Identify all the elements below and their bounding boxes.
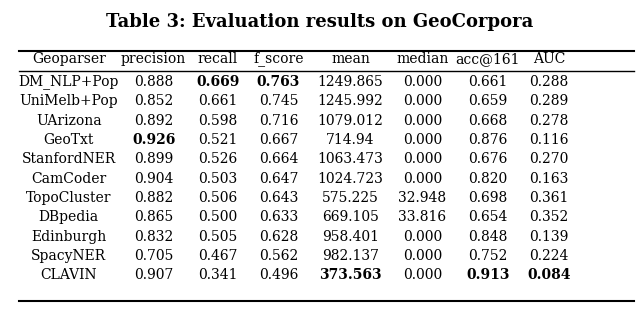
Text: 0.000: 0.000 — [403, 75, 442, 89]
Text: AUC: AUC — [532, 52, 565, 66]
Text: 0.000: 0.000 — [403, 114, 442, 127]
Text: DM_NLP+Pop: DM_NLP+Pop — [19, 74, 119, 89]
Text: 0.496: 0.496 — [259, 268, 298, 282]
Text: 0.888: 0.888 — [134, 75, 173, 89]
Text: recall: recall — [198, 52, 237, 66]
Text: 1024.723: 1024.723 — [317, 172, 383, 186]
Text: 0.848: 0.848 — [468, 230, 508, 244]
Text: 0.000: 0.000 — [403, 172, 442, 186]
Text: GeoTxt: GeoTxt — [44, 133, 94, 147]
Text: 0.907: 0.907 — [134, 268, 173, 282]
Text: 373.563: 373.563 — [319, 268, 381, 282]
Text: 0.633: 0.633 — [259, 210, 298, 224]
Text: 0.647: 0.647 — [259, 172, 298, 186]
Text: 0.892: 0.892 — [134, 114, 173, 127]
Text: 33.816: 33.816 — [398, 210, 447, 224]
Text: Table 3: Evaluation results on GeoCorpora: Table 3: Evaluation results on GeoCorpor… — [106, 13, 534, 30]
Text: 0.521: 0.521 — [198, 133, 237, 147]
Text: acc@161: acc@161 — [456, 52, 520, 66]
Text: 0.705: 0.705 — [134, 249, 173, 263]
Text: Geoparser: Geoparser — [32, 52, 106, 66]
Text: 0.876: 0.876 — [468, 133, 508, 147]
Text: 0.288: 0.288 — [529, 75, 568, 89]
Text: CLAVIN: CLAVIN — [40, 268, 97, 282]
Text: 0.598: 0.598 — [198, 114, 237, 127]
Text: 0.467: 0.467 — [198, 249, 237, 263]
Text: 0.820: 0.820 — [468, 172, 508, 186]
Text: 0.899: 0.899 — [134, 152, 173, 166]
Text: 0.669: 0.669 — [196, 75, 239, 89]
Text: 0.832: 0.832 — [134, 230, 173, 244]
Text: 0.752: 0.752 — [468, 249, 508, 263]
Text: 0.506: 0.506 — [198, 191, 237, 205]
Text: median: median — [396, 52, 449, 66]
Text: 0.865: 0.865 — [134, 210, 173, 224]
Text: 0.716: 0.716 — [259, 114, 298, 127]
Text: 0.661: 0.661 — [198, 94, 237, 108]
Text: mean: mean — [331, 52, 370, 66]
Text: UniMelb+Pop: UniMelb+Pop — [19, 94, 118, 108]
Text: 0.882: 0.882 — [134, 191, 173, 205]
Text: 0.000: 0.000 — [403, 230, 442, 244]
Text: 0.745: 0.745 — [259, 94, 298, 108]
Text: StanfordNER: StanfordNER — [22, 152, 116, 166]
Text: 1249.865: 1249.865 — [317, 75, 383, 89]
Text: 0.500: 0.500 — [198, 210, 237, 224]
Text: 0.000: 0.000 — [403, 152, 442, 166]
Text: 714.94: 714.94 — [326, 133, 374, 147]
Text: precision: precision — [121, 52, 186, 66]
Text: 1245.992: 1245.992 — [317, 94, 383, 108]
Text: SpacyNER: SpacyNER — [31, 249, 106, 263]
Text: 0.224: 0.224 — [529, 249, 568, 263]
Text: DBpedia: DBpedia — [39, 210, 99, 224]
Text: 575.225: 575.225 — [322, 191, 379, 205]
Text: 0.000: 0.000 — [403, 268, 442, 282]
Text: 32.948: 32.948 — [398, 191, 447, 205]
Text: 0.000: 0.000 — [403, 94, 442, 108]
Text: TopoCluster: TopoCluster — [26, 191, 111, 205]
Text: 0.661: 0.661 — [468, 75, 508, 89]
Text: 0.664: 0.664 — [259, 152, 298, 166]
Text: 0.289: 0.289 — [529, 94, 568, 108]
Text: 0.852: 0.852 — [134, 94, 173, 108]
Text: 0.659: 0.659 — [468, 94, 508, 108]
Text: 0.562: 0.562 — [259, 249, 298, 263]
Text: 982.137: 982.137 — [322, 249, 379, 263]
Text: 0.643: 0.643 — [259, 191, 298, 205]
Text: 0.270: 0.270 — [529, 152, 568, 166]
Text: 0.668: 0.668 — [468, 114, 508, 127]
Text: 0.763: 0.763 — [257, 75, 300, 89]
Text: 0.341: 0.341 — [198, 268, 237, 282]
Text: 669.105: 669.105 — [322, 210, 379, 224]
Text: 0.361: 0.361 — [529, 191, 568, 205]
Text: 0.654: 0.654 — [468, 210, 508, 224]
Text: 0.676: 0.676 — [468, 152, 508, 166]
Text: 0.904: 0.904 — [134, 172, 173, 186]
Text: 0.698: 0.698 — [468, 191, 508, 205]
Text: f_score: f_score — [253, 51, 303, 66]
Text: 0.913: 0.913 — [467, 268, 509, 282]
Text: 0.116: 0.116 — [529, 133, 568, 147]
Text: 958.401: 958.401 — [322, 230, 379, 244]
Text: 0.163: 0.163 — [529, 172, 568, 186]
Text: 0.628: 0.628 — [259, 230, 298, 244]
Text: 0.278: 0.278 — [529, 114, 568, 127]
Text: 0.084: 0.084 — [527, 268, 570, 282]
Text: UArizona: UArizona — [36, 114, 102, 127]
Text: CamCoder: CamCoder — [31, 172, 106, 186]
Text: 1063.473: 1063.473 — [317, 152, 383, 166]
Text: 1079.012: 1079.012 — [317, 114, 383, 127]
Text: 0.526: 0.526 — [198, 152, 237, 166]
Text: 0.667: 0.667 — [259, 133, 298, 147]
Text: Edinburgh: Edinburgh — [31, 230, 106, 244]
Text: 0.000: 0.000 — [403, 133, 442, 147]
Text: 0.352: 0.352 — [529, 210, 568, 224]
Text: 0.926: 0.926 — [132, 133, 175, 147]
Text: 0.503: 0.503 — [198, 172, 237, 186]
Text: 0.139: 0.139 — [529, 230, 568, 244]
Text: 0.000: 0.000 — [403, 249, 442, 263]
Text: 0.505: 0.505 — [198, 230, 237, 244]
